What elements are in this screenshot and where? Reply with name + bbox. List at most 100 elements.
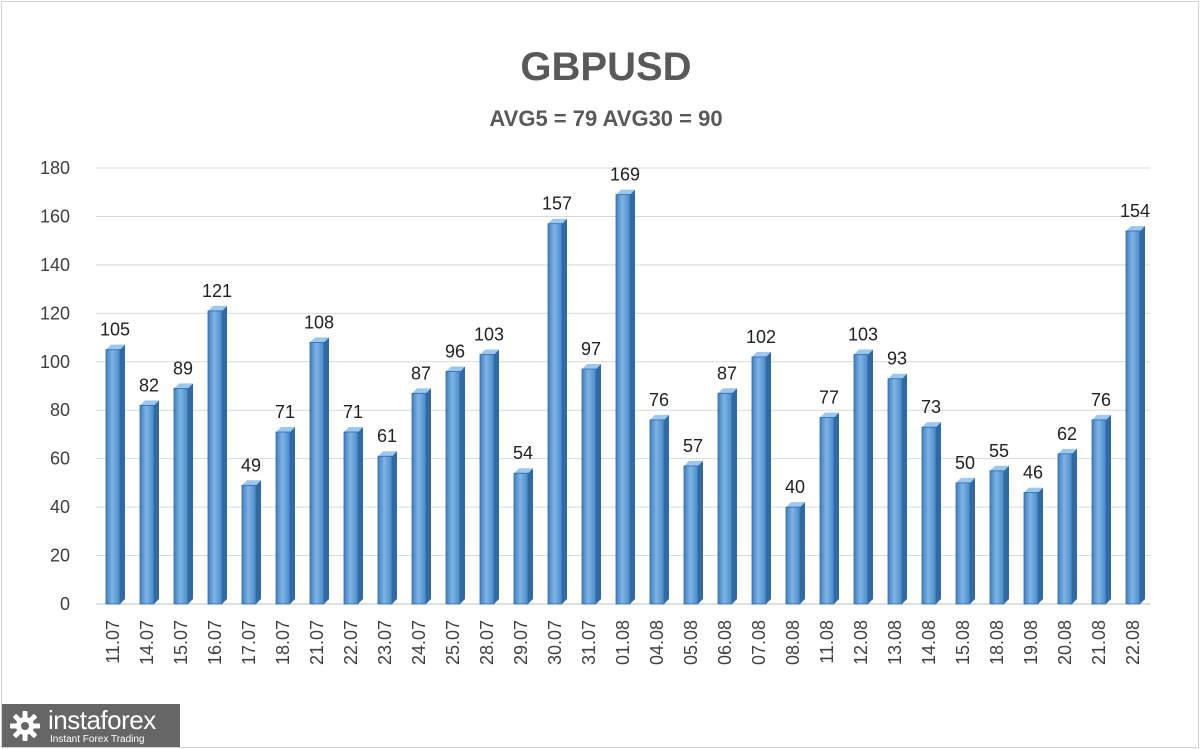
bar-side: [392, 451, 397, 604]
bar-top: [854, 349, 873, 355]
bar: [649, 414, 669, 605]
logo-tagline: Instant Forex Trading: [50, 733, 145, 745]
bar: [105, 344, 125, 605]
bar-top: [1092, 414, 1111, 420]
data-label: 40: [785, 477, 805, 497]
x-tick-label: 16.07: [205, 620, 225, 665]
x-tick-label: 18.07: [273, 620, 293, 665]
bar-top: [514, 468, 533, 474]
bar-top: [718, 388, 737, 394]
bar: [241, 480, 261, 605]
bar: [207, 305, 227, 605]
bar-top: [752, 351, 771, 357]
bar-side: [766, 351, 771, 604]
bar-front: [207, 310, 223, 605]
x-tick-label: 11.08: [817, 620, 837, 664]
bar-side: [596, 364, 601, 604]
bar: [853, 349, 873, 605]
bar-front: [819, 417, 835, 605]
bar: [921, 422, 941, 605]
bar-top: [1024, 487, 1043, 493]
y-tick-label: 20: [50, 546, 70, 566]
y-tick-label: 160: [40, 206, 70, 226]
bar-front: [853, 354, 869, 605]
bar-front: [445, 371, 461, 605]
bar: [581, 364, 601, 605]
data-label: 71: [343, 402, 363, 422]
bar-front: [479, 354, 495, 605]
bar-side: [562, 218, 567, 604]
data-label: 169: [610, 165, 640, 185]
bar: [547, 218, 567, 605]
data-label: 87: [411, 363, 431, 383]
bar-side: [664, 414, 669, 604]
bar: [411, 388, 431, 605]
bar-top: [888, 373, 907, 379]
bar-side: [630, 189, 635, 604]
gear-icon: [6, 707, 44, 745]
x-tick-label: 23.07: [375, 620, 395, 665]
bar-top: [344, 427, 363, 433]
bar-front: [581, 368, 597, 605]
bar: [955, 477, 975, 605]
bar-front: [513, 472, 529, 605]
y-tick-label: 140: [40, 255, 70, 275]
bar-top: [140, 400, 159, 406]
bar-front: [989, 470, 1005, 605]
data-label: 108: [304, 312, 334, 332]
x-tick-label: 14.08: [919, 620, 939, 665]
bar-side: [834, 412, 839, 604]
data-label: 121: [202, 281, 232, 301]
data-label: 89: [173, 358, 193, 378]
bar-front: [1057, 453, 1073, 605]
bar-side: [154, 400, 159, 604]
x-tick-label: 31.07: [579, 620, 599, 665]
bar: [887, 373, 907, 605]
x-tick-label: 04.08: [647, 620, 667, 665]
bar-side: [1106, 414, 1111, 604]
data-label: 57: [683, 436, 703, 456]
x-tick-label: 28.07: [477, 620, 497, 665]
bar-front: [683, 465, 699, 605]
x-tick-label: 21.08: [1089, 620, 1109, 665]
bar-side: [358, 427, 363, 604]
bar-top: [174, 383, 193, 389]
bar-top: [208, 305, 227, 311]
bar-front: [275, 431, 291, 605]
bar-top: [820, 412, 839, 418]
x-tick-label: 24.07: [409, 620, 429, 665]
bar: [343, 427, 363, 605]
bar: [1091, 414, 1111, 605]
bar-side: [800, 502, 805, 604]
bar: [275, 427, 295, 605]
x-tick-label: 05.08: [681, 620, 701, 665]
bar-top: [684, 460, 703, 466]
bar-top: [786, 502, 805, 508]
bar-side: [324, 337, 329, 604]
bar-side: [188, 383, 193, 604]
x-tick-label: 13.08: [885, 620, 905, 665]
y-tick-label: 0: [60, 594, 70, 614]
bar-top: [242, 480, 261, 486]
bar-top: [990, 465, 1009, 471]
data-label: 77: [819, 387, 839, 407]
bar-top: [582, 364, 601, 370]
bar-side: [290, 427, 295, 604]
bar: [615, 189, 635, 605]
data-label: 96: [445, 341, 465, 361]
bars: [105, 189, 1145, 605]
chart-subtitle: AVG5 = 79 AVG30 = 90: [489, 106, 722, 131]
x-tick-label: 19.08: [1021, 620, 1041, 665]
data-label: 157: [542, 194, 572, 214]
x-tick-label: 25.07: [443, 620, 463, 665]
bar-side: [426, 388, 431, 604]
bar: [717, 388, 737, 605]
bar-side: [902, 373, 907, 604]
data-labels: 105 82 89 121 49 71 108 71 61 87 96 103 54 157 97 169 76…: [100, 165, 1150, 497]
bar: [819, 412, 839, 605]
x-tick-label: 22.08: [1123, 620, 1143, 665]
instaforex-watermark: instaforex Instant Forex Trading: [2, 704, 180, 747]
bar: [173, 383, 193, 605]
x-tick-label: 17.07: [239, 620, 259, 665]
